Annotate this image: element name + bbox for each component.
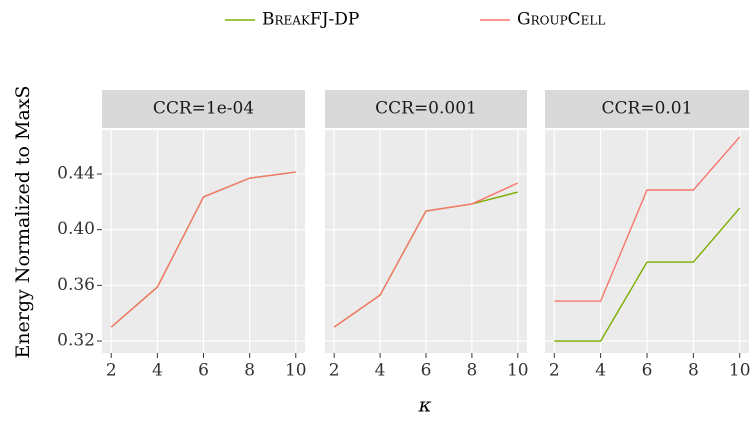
series-line (110, 171, 296, 328)
x-tick-label: 4 (152, 361, 163, 381)
x-tick-label: 8 (688, 361, 699, 381)
y-tick-label: 0.40 (57, 219, 95, 239)
strip-background (545, 90, 749, 128)
strip-title: CCR=1e-04 (153, 99, 254, 119)
y-tick-label: 0.44 (57, 163, 95, 183)
strip-title: CCR=0.01 (602, 99, 693, 119)
x-tick-label: 6 (421, 361, 432, 381)
x-tick-label: 4 (595, 361, 606, 381)
x-tick-label: 10 (507, 361, 529, 381)
y-tick-label: 0.32 (57, 331, 95, 351)
y-axis-label: Energy Normalized to MaxS (12, 85, 34, 358)
legend-label: BreakFJ-DP (262, 10, 359, 30)
x-tick-label: 10 (285, 361, 307, 381)
x-tick-label: 6 (642, 361, 653, 381)
strip-title: CCR=0.001 (375, 99, 477, 119)
series-line (554, 136, 741, 302)
strip-background (102, 90, 305, 128)
x-tick-label: 2 (106, 361, 117, 381)
x-tick-label: 8 (466, 361, 477, 381)
x-tick-label: 6 (198, 361, 209, 381)
legend-label: GroupCell (517, 10, 605, 30)
x-tick-label: 8 (244, 361, 255, 381)
series-line (554, 207, 741, 342)
x-tick-label: 2 (329, 361, 340, 381)
series-line (333, 182, 519, 328)
x-axis-label: κ (417, 393, 431, 417)
x-tick-label: 10 (729, 361, 751, 381)
x-tick-label: 2 (549, 361, 560, 381)
x-tick-label: 4 (375, 361, 386, 381)
strip-background (325, 90, 527, 128)
y-tick-label: 0.36 (57, 275, 95, 295)
